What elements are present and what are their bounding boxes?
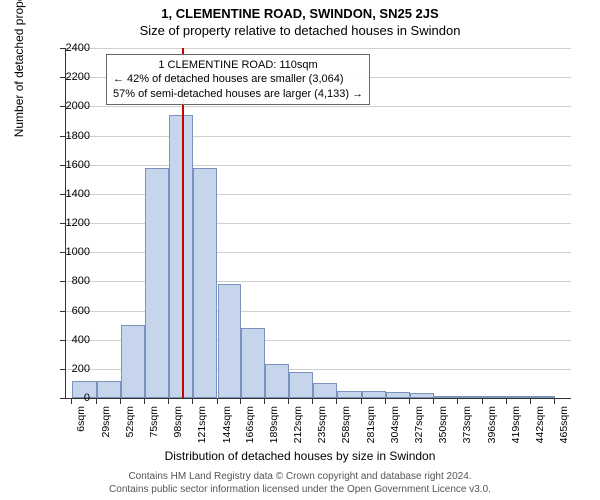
grid-line (66, 281, 571, 282)
histogram-bar (337, 391, 361, 398)
x-tick-label: 166sqm (244, 406, 256, 466)
x-tick-mark (192, 398, 193, 404)
y-tick-label: 600 (45, 305, 90, 317)
grid-line (66, 136, 571, 137)
histogram-bar (145, 168, 169, 398)
histogram-bar (410, 393, 434, 398)
plot-area: 1 CLEMENTINE ROAD: 110sqm ← 42% of detac… (65, 48, 571, 399)
grid-line (66, 194, 571, 195)
y-tick-label: 2200 (45, 71, 90, 83)
x-tick-label: 189sqm (268, 406, 280, 466)
x-tick-label: 235sqm (316, 406, 328, 466)
annotation-line3: 57% of semi-detached houses are larger (… (113, 87, 363, 101)
histogram-bar (531, 396, 555, 398)
histogram-bar (218, 284, 241, 398)
x-tick-mark (96, 398, 97, 404)
histogram-bar (362, 391, 386, 398)
x-tick-label: 396sqm (486, 406, 498, 466)
x-tick-label: 144sqm (221, 406, 233, 466)
histogram-bar (313, 383, 337, 398)
x-tick-label: 419sqm (510, 406, 522, 466)
histogram-bar (241, 328, 265, 398)
x-tick-mark (530, 398, 531, 404)
x-tick-label: 258sqm (340, 406, 352, 466)
x-tick-mark (385, 398, 386, 404)
x-tick-label: 29sqm (100, 406, 112, 466)
histogram-bar (97, 381, 121, 399)
grid-line (66, 165, 571, 166)
x-tick-label: 350sqm (437, 406, 449, 466)
x-tick-mark (168, 398, 169, 404)
histogram-bar (483, 396, 507, 398)
x-tick-mark (312, 398, 313, 404)
x-tick-mark (264, 398, 265, 404)
x-tick-mark (71, 398, 72, 404)
y-tick-label: 1400 (45, 188, 90, 200)
y-tick-label: 400 (45, 334, 90, 346)
y-tick-label: 200 (45, 363, 90, 375)
x-tick-label: 52sqm (124, 406, 136, 466)
y-tick-label: 2400 (45, 42, 90, 54)
y-tick-label: 2000 (45, 100, 90, 112)
x-tick-label: 212sqm (292, 406, 304, 466)
annotation-line2: ← 42% of detached houses are smaller (3,… (113, 72, 363, 86)
x-tick-label: 98sqm (172, 406, 184, 466)
x-tick-label: 281sqm (365, 406, 377, 466)
x-tick-mark (361, 398, 362, 404)
x-tick-label: 442sqm (534, 406, 546, 466)
x-tick-label: 121sqm (196, 406, 208, 466)
x-tick-mark (288, 398, 289, 404)
grid-line (66, 252, 571, 253)
chart-title-main: 1, CLEMENTINE ROAD, SWINDON, SN25 2JS (0, 0, 600, 21)
x-tick-mark (482, 398, 483, 404)
histogram-bar (458, 396, 482, 398)
y-tick-label: 1600 (45, 159, 90, 171)
histogram-bar (193, 168, 217, 398)
annotation-box: 1 CLEMENTINE ROAD: 110sqm ← 42% of detac… (106, 54, 370, 105)
x-tick-mark (457, 398, 458, 404)
chart-footer: Contains HM Land Registry data © Crown c… (0, 471, 600, 496)
footer-line1: Contains HM Land Registry data © Crown c… (0, 471, 600, 484)
x-tick-mark (506, 398, 507, 404)
x-tick-mark (409, 398, 410, 404)
histogram-bar (507, 396, 531, 398)
x-tick-label: 465sqm (558, 406, 570, 466)
histogram-bar (265, 364, 289, 398)
y-tick-label: 800 (45, 275, 90, 287)
x-tick-mark (433, 398, 434, 404)
histogram-bar (434, 396, 458, 398)
chart-title-sub: Size of property relative to detached ho… (0, 21, 600, 38)
y-tick-label: 0 (45, 392, 90, 404)
grid-line (66, 223, 571, 224)
x-tick-mark (144, 398, 145, 404)
grid-line (66, 48, 571, 49)
histogram-bar (289, 372, 313, 398)
x-tick-label: 327sqm (413, 406, 425, 466)
x-tick-mark (120, 398, 121, 404)
y-tick-label: 1200 (45, 217, 90, 229)
x-tick-mark (217, 398, 218, 404)
x-tick-label: 304sqm (389, 406, 401, 466)
y-tick-label: 1000 (45, 246, 90, 258)
y-tick-label: 1800 (45, 130, 90, 142)
histogram-bar (386, 392, 410, 398)
histogram-bar (121, 325, 145, 398)
x-tick-mark (554, 398, 555, 404)
x-tick-label: 6sqm (75, 406, 87, 466)
annotation-line1: 1 CLEMENTINE ROAD: 110sqm (113, 58, 363, 72)
grid-line (66, 106, 571, 107)
chart-container: 1, CLEMENTINE ROAD, SWINDON, SN25 2JS Si… (0, 0, 600, 500)
footer-line2: Contains public sector information licen… (0, 484, 600, 497)
y-axis-label: Number of detached properties (12, 0, 26, 137)
x-tick-label: 75sqm (148, 406, 160, 466)
x-tick-mark (240, 398, 241, 404)
x-tick-label: 373sqm (461, 406, 473, 466)
x-tick-mark (336, 398, 337, 404)
grid-line (66, 311, 571, 312)
